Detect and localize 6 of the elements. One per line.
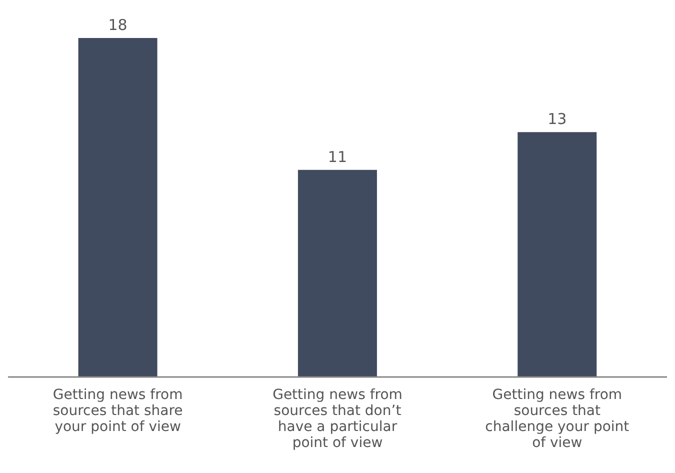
data-label: 13 xyxy=(548,110,567,128)
data-label: 18 xyxy=(108,16,128,34)
x-tick-label: Getting news from sources that challenge your point of view xyxy=(485,387,630,451)
data-label: 11 xyxy=(328,148,348,166)
x-tick-label: Getting news from sources that don’t have a particular point of view xyxy=(272,387,402,451)
x-tick-label: Getting news from sources that share your point of view xyxy=(52,387,183,435)
